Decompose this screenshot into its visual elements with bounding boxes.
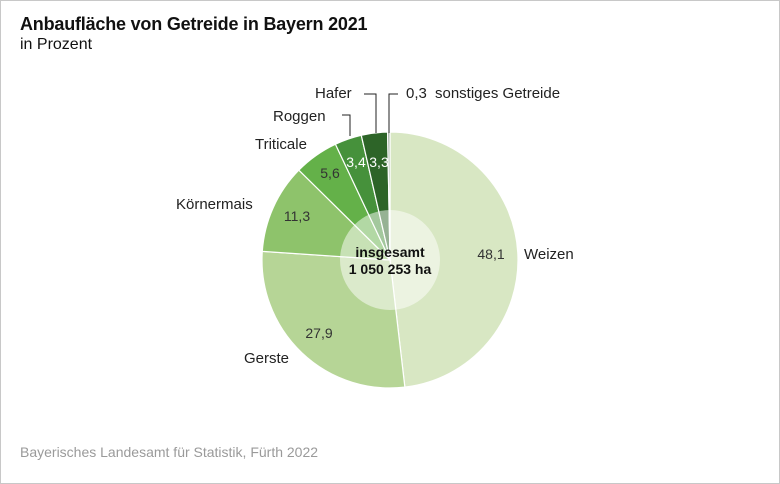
value-label: 3,3 bbox=[369, 154, 389, 170]
leader-line-roggen bbox=[342, 114, 351, 136]
category-label: Weizen bbox=[524, 246, 574, 263]
category-label: Körnermais bbox=[176, 196, 253, 213]
category-label: Triticale bbox=[255, 136, 307, 153]
donut-hole bbox=[340, 210, 440, 310]
value-label: 27,9 bbox=[305, 325, 332, 341]
category-label: Roggen bbox=[273, 108, 326, 125]
leader-line-sonstiges bbox=[388, 93, 398, 133]
category-label: Hafer bbox=[315, 85, 352, 102]
center-label-total: 1 050 253 ha bbox=[349, 261, 432, 277]
slice-weizen bbox=[389, 131, 519, 388]
chart-title: Anbaufläche von Getreide in Bayern 2021 bbox=[20, 14, 368, 34]
value-label: 3,4 bbox=[346, 154, 366, 170]
value-label: 48,1 bbox=[477, 246, 504, 262]
category-label: sonstiges Getreide bbox=[435, 85, 560, 102]
value-label: 0,3 bbox=[406, 85, 427, 102]
value-label: 5,6 bbox=[320, 165, 340, 181]
chart-subtitle: in Prozent bbox=[20, 36, 93, 53]
source-note: Bayerisches Landesamt für Statistik, Für… bbox=[20, 444, 319, 460]
category-label: Gerste bbox=[244, 350, 289, 367]
leader-line-hafer bbox=[364, 93, 377, 133]
value-label: 11,3 bbox=[284, 208, 310, 224]
center-label-title: insgesamt bbox=[355, 244, 425, 260]
